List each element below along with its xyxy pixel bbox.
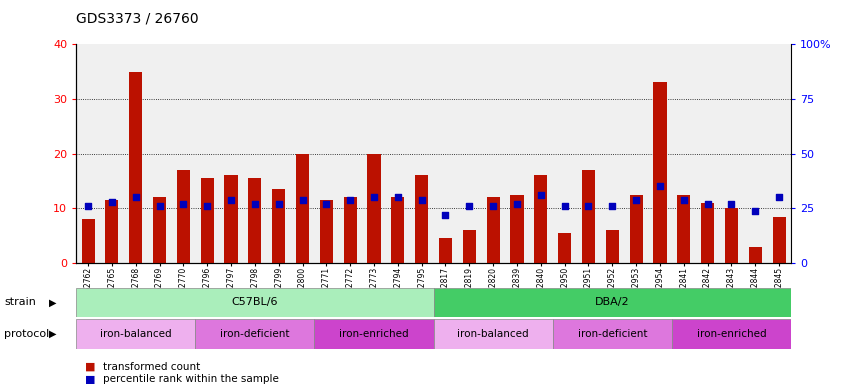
Bar [439,238,452,263]
Text: iron-enriched: iron-enriched [696,329,766,339]
Bar [367,154,381,263]
Text: protocol: protocol [4,329,49,339]
Text: iron-balanced: iron-balanced [458,329,529,339]
Bar [81,219,95,263]
Bar [272,189,285,263]
Bar [415,175,428,263]
Text: strain: strain [4,297,36,308]
Bar [433,288,791,317]
Point [463,203,476,209]
Point [534,192,547,198]
Bar [510,195,524,263]
Text: C57BL/6: C57BL/6 [232,297,278,308]
Point [320,201,333,207]
Point [629,197,643,203]
Point [81,203,95,209]
Bar [343,197,357,263]
Text: ■: ■ [85,362,95,372]
Bar [772,217,786,263]
Bar [433,319,552,349]
Bar [749,247,761,263]
Bar [463,230,475,263]
Bar [195,319,315,349]
Bar [106,200,118,263]
Point [772,194,786,200]
Point [415,197,428,203]
Bar [129,71,142,263]
Point [653,183,667,189]
Point [129,194,142,200]
Point [582,203,596,209]
Point [296,197,310,203]
Bar [653,83,667,263]
Point [177,201,190,207]
Point [343,197,357,203]
Point [272,201,285,207]
Bar [701,203,714,263]
Text: iron-enriched: iron-enriched [339,329,409,339]
Text: ■: ■ [85,374,95,384]
Point [391,194,404,200]
Point [749,207,762,214]
Text: GDS3373 / 26760: GDS3373 / 26760 [76,12,199,25]
Text: ▶: ▶ [49,329,57,339]
Text: percentile rank within the sample: percentile rank within the sample [103,374,279,384]
Point [606,203,619,209]
Point [153,203,167,209]
Bar [296,154,309,263]
Text: iron-balanced: iron-balanced [100,329,172,339]
Bar [552,319,672,349]
Bar [582,170,595,263]
Bar [535,175,547,263]
Bar [558,233,571,263]
Point [248,201,261,207]
Bar [76,288,433,317]
Bar [629,195,643,263]
Bar [672,319,791,349]
Point [224,197,238,203]
Bar [224,175,238,263]
Text: transformed count: transformed count [103,362,201,372]
Text: ▶: ▶ [49,297,57,308]
Point [105,199,118,205]
Bar [201,178,214,263]
Point [367,194,381,200]
Point [725,201,739,207]
Text: iron-deficient: iron-deficient [578,329,647,339]
Point [439,212,453,218]
Text: DBA/2: DBA/2 [595,297,629,308]
Bar [725,208,738,263]
Bar [177,170,190,263]
Point [677,197,690,203]
Point [558,203,571,209]
Text: iron-deficient: iron-deficient [220,329,289,339]
Bar [249,178,261,263]
Bar [315,319,434,349]
Point [510,201,524,207]
Point [486,203,500,209]
Bar [486,197,500,263]
Bar [76,319,195,349]
Bar [606,230,618,263]
Bar [320,200,332,263]
Bar [153,197,166,263]
Point [201,203,214,209]
Point [700,201,714,207]
Bar [392,197,404,263]
Bar [678,195,690,263]
